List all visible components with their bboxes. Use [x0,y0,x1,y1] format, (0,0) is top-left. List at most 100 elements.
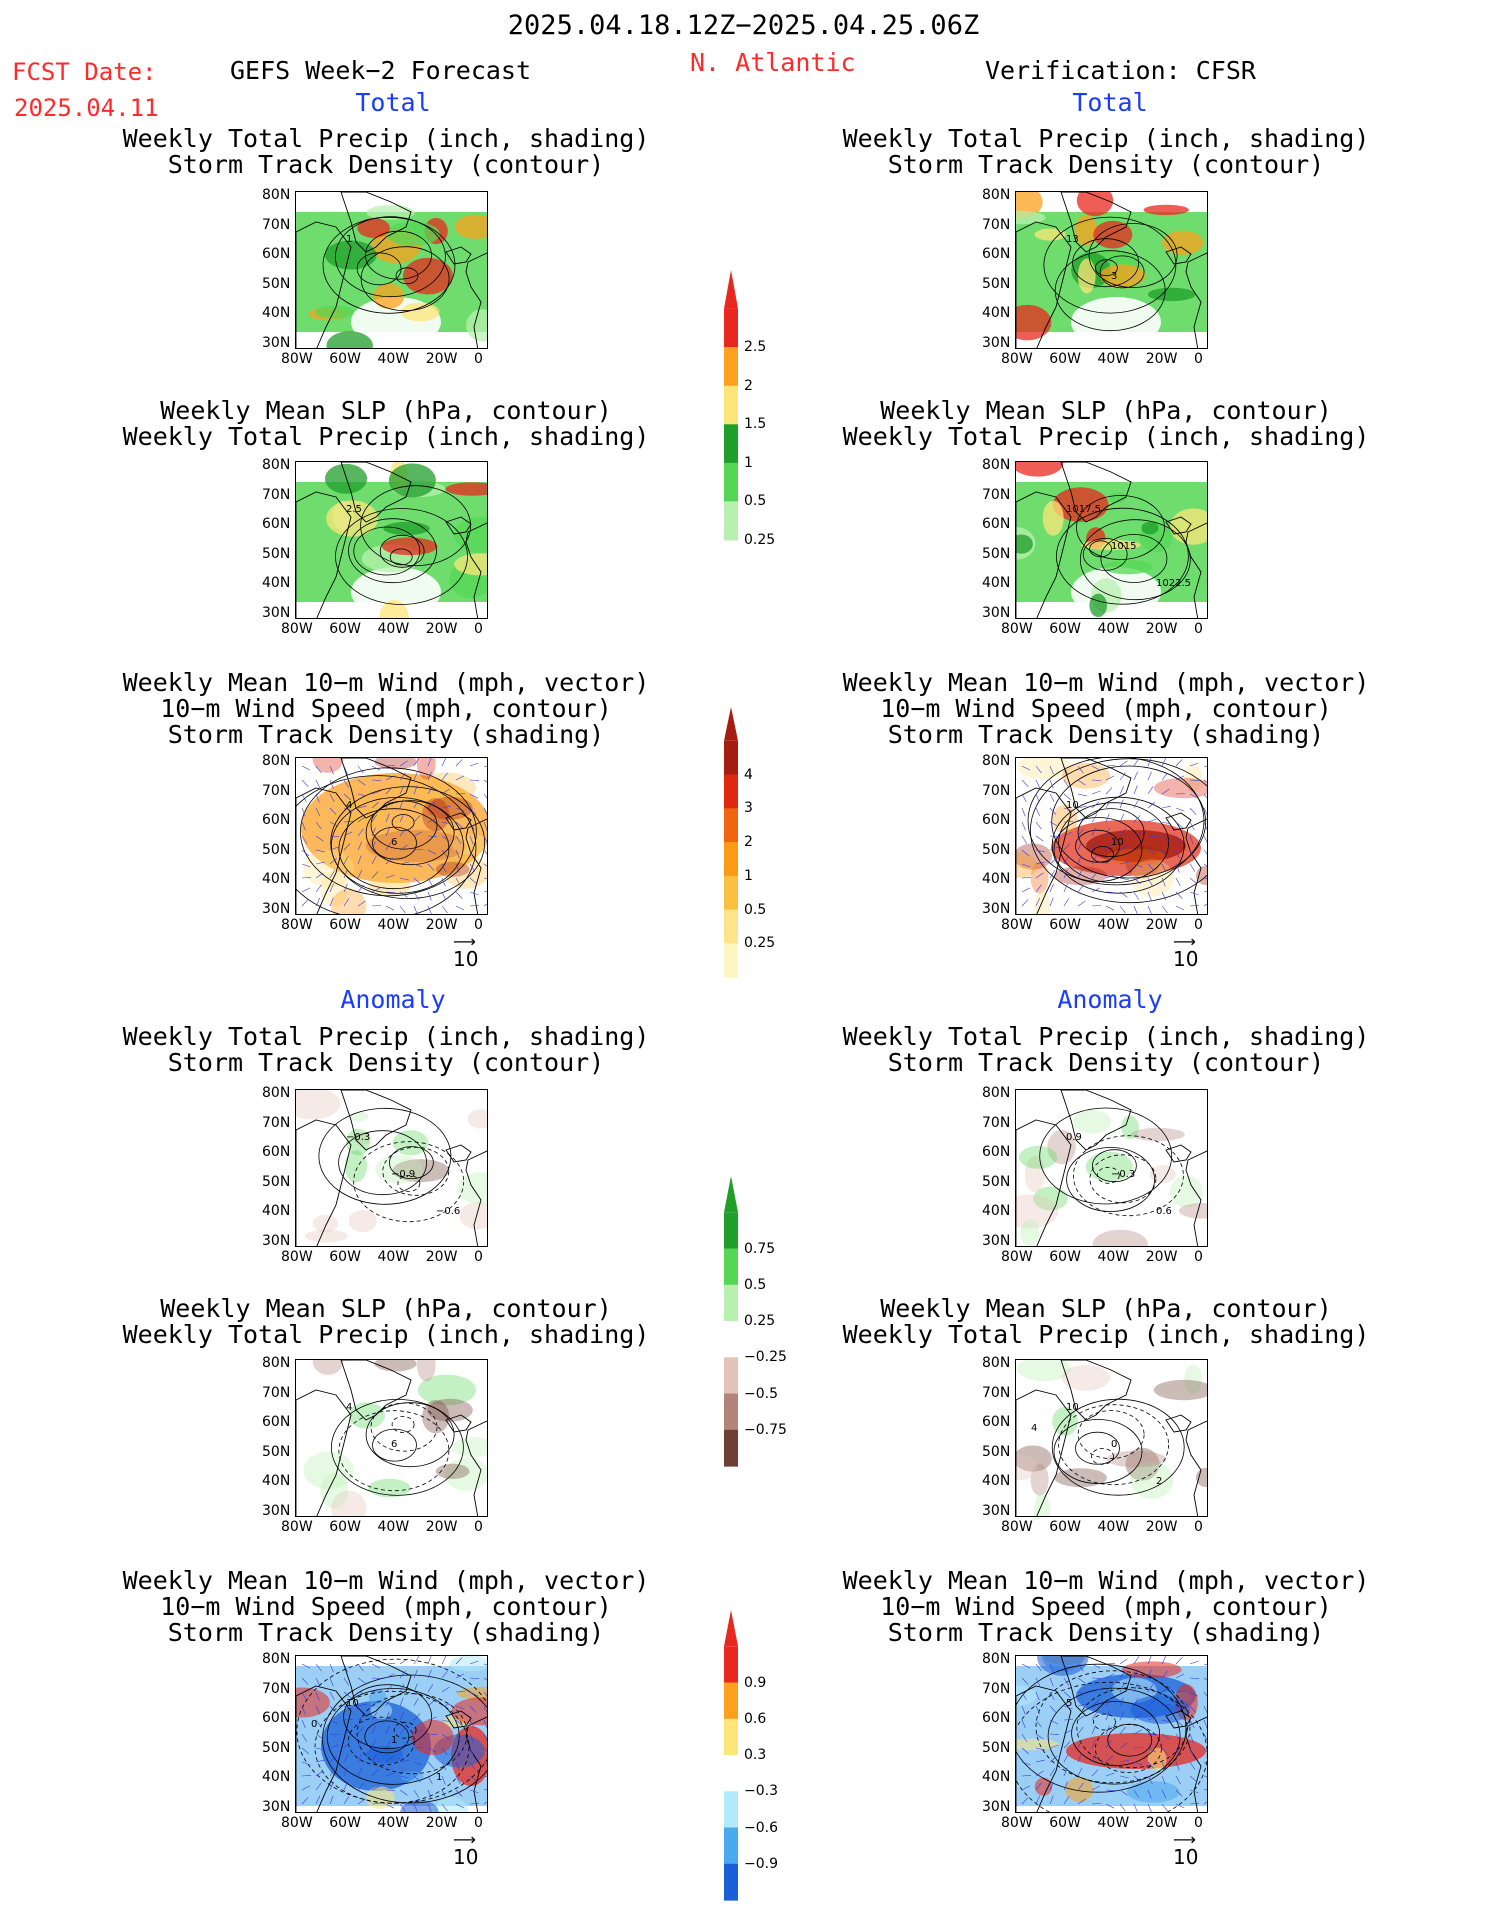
wind-vector [469,1761,476,1770]
wind-vector [1021,1719,1026,1729]
wind-vector [1049,1795,1054,1805]
wind-vector [1189,779,1200,781]
shading-blob [1130,1695,1191,1724]
shading-blob [1017,758,1071,780]
colorbar-tick-label: −0.6 [744,1819,778,1836]
wind-vector [483,807,487,816]
vector-reference: ⟶ 10 [1173,1832,1198,1870]
shading-blob [422,798,450,832]
wind-vector [1105,905,1115,911]
coastline [340,1360,412,1421]
contour-line [1047,1687,1181,1785]
contour-line [397,1175,421,1192]
shading-blob [1019,1145,1058,1169]
wind-vector [1147,1699,1155,1707]
lon-label: 20W [425,1249,458,1265]
colorbar-tick-label: 0.75 [744,1240,776,1257]
gefs-anomaly-label: Anomaly [340,985,446,1014]
shading-blob [422,1400,450,1434]
panel-title-line-1: Weekly Mean SLP (hPa, contour) [160,396,612,425]
wind-vector [427,1775,433,1785]
colorbar-swatch [724,1755,738,1792]
lat-label: 40N [262,305,291,321]
map-fields [296,758,487,914]
wind-vector [441,1686,450,1693]
wind-vector [1035,1677,1041,1687]
shading-blob [368,876,411,896]
wind-vector [1091,1803,1102,1805]
wind-vector [1133,1656,1140,1665]
lat-label: 30N [982,334,1011,351]
wind-vector [1035,793,1040,803]
wind-vector [1035,872,1044,879]
wind-vector [1161,849,1168,858]
coastline [340,192,412,253]
shading-blob [417,1374,477,1406]
wind-vector [1189,1775,1198,1783]
wind-vector [469,807,477,815]
wind-vector [385,1789,396,1791]
wind-vector [343,831,353,837]
lon-label: 0 [1194,1249,1203,1265]
wind-vector [1203,1705,1207,1714]
lon-label: 60W [1049,917,1081,933]
shading-blob [400,302,440,322]
shading-blob [1020,1219,1040,1246]
panel-title-line-1: Weekly Mean 10−m Wind (mph, vector) [122,668,650,697]
wind-vector [483,1733,487,1741]
gefs-precip-map: 1 [295,191,488,349]
shading-blob [324,463,368,494]
wind-vector [1189,1789,1199,1794]
lon-label: 60W [329,351,361,367]
wind-vector [357,855,362,865]
lon-label: 40W [1097,1519,1130,1535]
colorbar-cap [724,707,738,741]
contour-line [1058,802,1169,884]
wind-vector [1175,1803,1185,1809]
coastline [1016,787,1072,914]
shading-blob [1184,1364,1202,1395]
wind-vector [427,1699,435,1707]
lat-label: 40N [982,1769,1011,1785]
wind-vector [385,874,395,879]
contour-line [353,526,421,576]
wind-vector [301,1747,309,1755]
wind-vector [399,1683,405,1693]
contour-line [1091,846,1114,863]
wind-vector [1091,1699,1099,1707]
coastline [445,246,472,265]
cfsr-slp-map: 1017.5 1015 1022.5 [1015,461,1208,619]
colorbar-swatch [724,1646,738,1684]
wind-vector [1175,1761,1180,1771]
wind-vector [469,1733,474,1743]
wind-vector [1189,807,1197,815]
wind-vector [315,1733,324,1740]
wind-vector [301,835,308,844]
contour-line [300,767,477,897]
wind-vector [469,863,476,872]
shading-blob [449,1656,487,1672]
shading-blob [1016,1445,1052,1472]
shading-blob [349,1111,369,1122]
lon-label: 40W [1097,917,1130,933]
wind-vector [1119,760,1128,767]
shading-blob [326,331,373,348]
lon-label: 0 [474,917,483,933]
wind-vector [1077,793,1087,797]
lon-label: 80W [1001,1519,1033,1535]
colorbar-swatch [724,943,738,978]
colorbar-swatch [724,1248,738,1286]
wind-vector [399,760,408,767]
wind-vector [399,1697,404,1707]
wind-vector [1203,779,1207,783]
lat-label: 80N [262,1355,291,1371]
wind-vector [1119,1775,1129,1779]
shading-blob [1092,1229,1148,1246]
wind-vector [1119,844,1128,851]
lon-label: 40W [1097,351,1130,367]
track-core [1086,830,1186,862]
wind-vector [315,1782,322,1791]
colorbar-wind_anom [724,1610,738,1901]
wind-vector [371,779,382,781]
